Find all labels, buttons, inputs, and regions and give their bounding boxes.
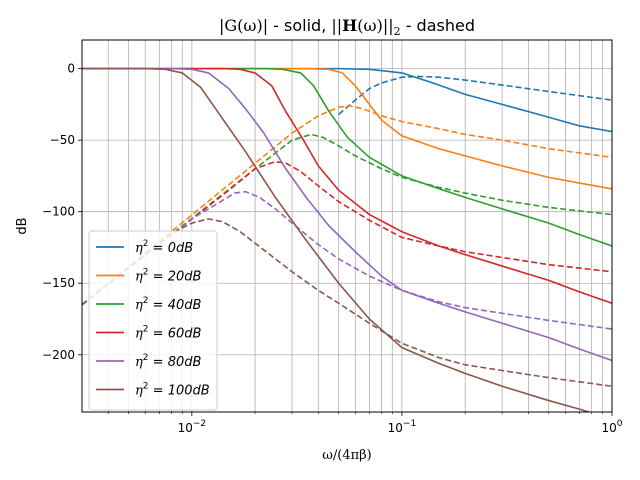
series-solid-line-0 — [82, 67, 612, 133]
y-tick-label: −100 — [42, 205, 75, 219]
series-solid-line-4 — [82, 67, 612, 362]
x-tick-label: 10−2 — [178, 419, 207, 435]
title-g-part: |G(ω)| — [219, 16, 268, 35]
title-h-bold: H — [342, 16, 357, 35]
title-dashed-part: - dashed — [401, 16, 475, 35]
y-axis-label: dB — [15, 217, 30, 234]
x-tick-label: 100 — [601, 419, 622, 435]
title-solid-part: - solid, — [268, 16, 331, 35]
y-tick-label: −200 — [42, 348, 75, 362]
legend-label-1: η2 = 20dB — [135, 268, 201, 285]
legend-label-2: η2 = 40dB — [135, 296, 201, 313]
series-dashed-line-4 — [82, 190, 612, 330]
legend: η2 = 0dB η2 = 20dB η2 = 40dB η2 = 60dB η2 = … — [88, 230, 218, 411]
y-tick-label: 0 — [67, 62, 75, 76]
ticks: 10−2 10−1 100 0 −50 −100 −150 −200 — [42, 62, 623, 435]
series-solid-line-1 — [82, 67, 612, 190]
series-dashed-line-0 — [338, 75, 612, 116]
legend-label-0: η2 = 0dB — [135, 239, 193, 256]
x-axis-label: ω/(4πβ) — [322, 448, 371, 463]
title-h-sub: 2 — [394, 25, 401, 38]
series-lines — [82, 67, 612, 412]
y-tick-label: −150 — [42, 276, 75, 290]
y-tick-label: −50 — [50, 133, 75, 147]
chart-title: |G(ω)| - solid, ||H(ω)||2 - dashed — [219, 16, 475, 38]
legend-label-5: η2 = 100dB — [135, 382, 210, 399]
title-h-open: || — [331, 16, 342, 35]
plot-frame — [81, 39, 613, 413]
series-dashed-line-1 — [82, 105, 612, 306]
series-dashed-line-5 — [82, 218, 612, 388]
grid — [82, 40, 613, 412]
legend-label-4: η2 = 80dB — [135, 353, 201, 370]
x-tick-label: 10−1 — [388, 419, 417, 435]
series-dashed-line-3 — [82, 160, 612, 306]
series-solid-line-5 — [82, 67, 592, 412]
title-h-arg: (ω)|| — [357, 16, 393, 35]
series-solid-line-3 — [82, 67, 612, 305]
series-dashed-line-2 — [82, 133, 612, 306]
series-solid-line-2 — [82, 67, 612, 247]
legend-label-3: η2 = 60dB — [135, 325, 201, 342]
